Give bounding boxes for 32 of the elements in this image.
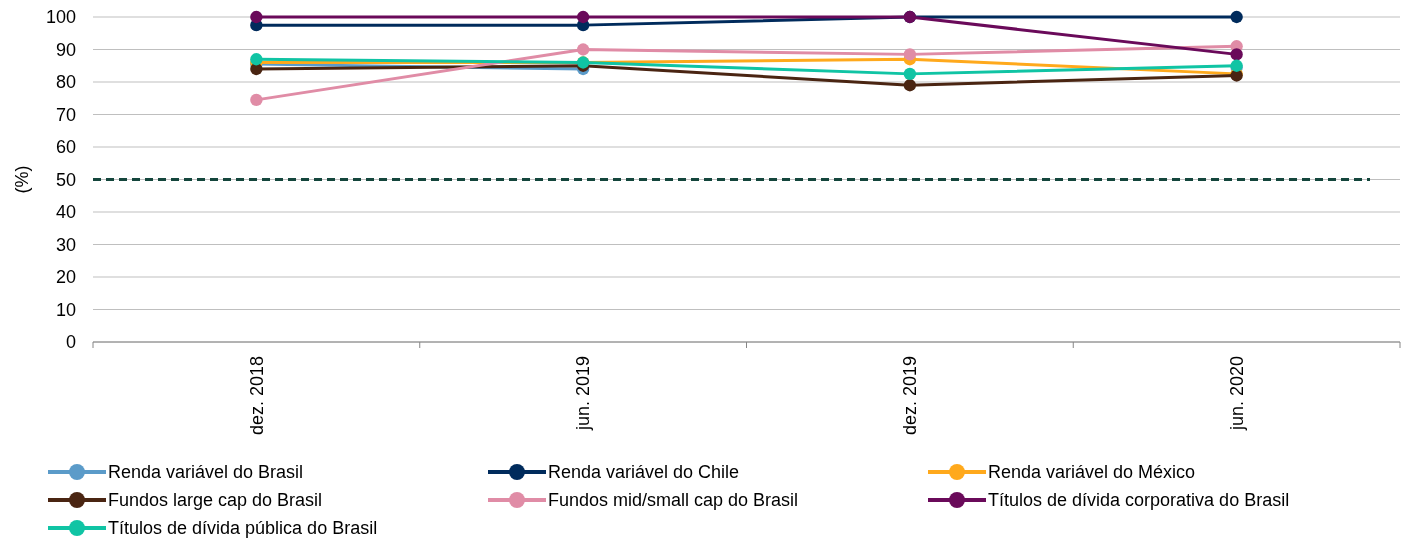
point	[576, 43, 590, 56]
point	[903, 48, 917, 61]
x-tick-label: dez. 2019	[900, 356, 921, 436]
legend-label: Fundos mid/small cap do Brasil	[548, 490, 799, 511]
x-tick-label: dez. 2018	[246, 356, 267, 436]
y-tick-label: 100	[45, 7, 76, 28]
y-tick-label: 20	[55, 267, 76, 288]
legend-label: Títulos de dívida corporativa do Brasil	[988, 490, 1290, 511]
point	[576, 10, 590, 24]
y-tick-label: 40	[55, 202, 76, 223]
x-tick-label: jun. 2019	[573, 356, 594, 432]
y-tick-label: 50	[55, 169, 76, 190]
legend-label: Títulos de dívida pública do Brasil	[108, 518, 378, 539]
point	[903, 67, 917, 81]
point	[250, 10, 263, 24]
y-axis-title: (%)	[12, 165, 32, 194]
y-tick-label: 60	[55, 137, 76, 158]
legend-label: Renda variável do México	[988, 462, 1196, 483]
y-tick-label: 80	[55, 72, 76, 93]
legend-label: Renda variável do Brasil	[108, 462, 304, 483]
y-tick-label: 90	[55, 39, 76, 60]
point	[903, 79, 917, 92]
legend-label: Renda variável do Chile	[548, 462, 740, 483]
x-tick-label: jun. 2020	[1226, 356, 1247, 432]
y-tick-label: 10	[55, 299, 76, 320]
y-tick-label: 70	[55, 104, 76, 125]
y-tick-label: 0	[65, 332, 76, 353]
point	[250, 93, 263, 107]
y-tick-label: 30	[55, 234, 76, 255]
point	[1230, 48, 1243, 61]
point	[1230, 10, 1243, 24]
legend-label: Fundos large cap do Brasil	[108, 490, 323, 511]
